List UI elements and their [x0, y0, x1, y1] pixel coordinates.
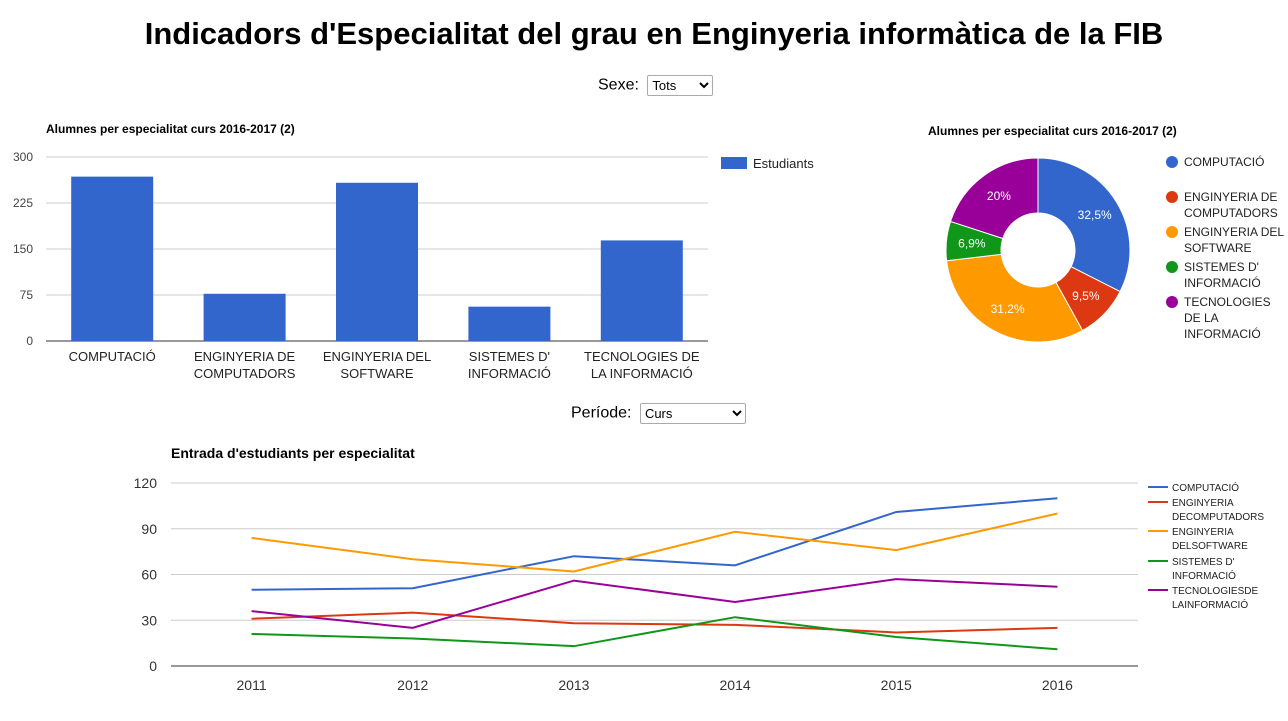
donut-slice: [946, 253, 1084, 343]
donut-chart: Alumnes per especialitat curs 2016-2017 …: [928, 124, 1284, 343]
line-chart-title: Entrada d'estudiants per especialitat: [171, 445, 415, 461]
slice-label: 32,5%: [1078, 208, 1112, 222]
slice-label: 9,5%: [1072, 289, 1100, 303]
x-tick-label: 2015: [881, 677, 912, 693]
bar: [71, 176, 154, 341]
y-tick-label: 0: [149, 658, 157, 674]
donut-slice: [1037, 157, 1131, 293]
y-tick-label: 30: [141, 612, 157, 628]
periode-label: Període:: [571, 404, 632, 422]
legend-label: DELSOFTWARE: [1172, 541, 1248, 552]
page-title: Indicadors d'Especialitat del grau en En…: [144, 16, 1164, 51]
sexe-filter: Sexe: Tots: [598, 75, 714, 96]
series-line: [251, 616, 1058, 651]
series-line: [251, 578, 1058, 629]
bar-chart: Alumnes per especialitat curs 2016-2017 …: [13, 122, 814, 381]
legend-label: COMPUTADORS: [1184, 206, 1278, 220]
legend-dot: [1166, 191, 1178, 203]
x-tick-label: ENGINYERIA DEL: [323, 349, 431, 364]
legend-label: SOFTWARE: [1184, 241, 1252, 255]
line-chart: Entrada d'estudiants per especialitat 0 30…: [134, 445, 1265, 693]
x-tick-label: 2012: [397, 677, 428, 693]
x-tick-label: SOFTWARE: [340, 366, 414, 381]
x-tick-label: COMPUTADORS: [194, 366, 296, 381]
slice-label: 31,2%: [991, 302, 1025, 316]
x-tick-label: 2013: [558, 677, 589, 693]
legend-swatch: [721, 157, 747, 169]
donut-slice: [949, 157, 1039, 240]
legend-dot: [1166, 226, 1178, 238]
legend-label: SISTEMES D': [1184, 260, 1259, 274]
legend-label: ENGINYERIA DEL: [1184, 225, 1284, 239]
sexe-label: Sexe:: [598, 76, 639, 94]
legend-label: LAINFORMACIÓ: [1172, 598, 1248, 611]
bar: [600, 240, 683, 341]
legend-label: TECNOLOGIES: [1184, 295, 1271, 309]
series-line: [251, 512, 1058, 573]
donut-chart-title: Alumnes per especialitat curs 2016-2017 …: [928, 124, 1177, 138]
slice-label: 6,9%: [958, 236, 986, 250]
legend-dot: [1166, 296, 1178, 308]
x-tick-label: INFORMACIÓ: [468, 366, 551, 381]
legend-label: ENGINYERIA: [1172, 498, 1234, 509]
legend-label: INFORMACIÓ: [1184, 275, 1261, 290]
legend-label: ENGINYERIA DE: [1184, 190, 1277, 204]
x-tick-label: SISTEMES D': [469, 349, 550, 364]
slice-label: 20%: [987, 189, 1011, 203]
y-tick-label: 225: [13, 196, 33, 210]
x-tick-label: 2011: [237, 677, 267, 693]
legend-dot: [1166, 156, 1178, 168]
legend-dot: [1166, 261, 1178, 273]
legend-label: Estudiants: [753, 156, 814, 171]
x-tick-label: COMPUTACIÓ: [69, 349, 156, 364]
legend-label: DECOMPUTADORS: [1172, 512, 1264, 523]
x-tick-label: 2016: [1042, 677, 1073, 693]
y-tick-label: 150: [13, 242, 33, 256]
legend-label: INFORMACIÓ: [1172, 569, 1236, 582]
bar: [203, 293, 286, 341]
y-tick-label: 90: [141, 521, 157, 537]
legend-label: ENGINYERIA: [1172, 527, 1234, 538]
periode-select[interactable]: Curs: [639, 403, 746, 424]
legend-label: DE LA: [1184, 311, 1219, 325]
x-tick-label: LA INFORMACIÓ: [591, 366, 693, 381]
y-tick-label: 0: [26, 334, 33, 348]
x-tick-label: 2014: [720, 677, 751, 693]
legend-label: SISTEMES D': [1172, 557, 1235, 568]
y-tick-label: 300: [13, 150, 33, 164]
legend-label: TECNOLOGIESDE: [1172, 586, 1258, 597]
legend-label: COMPUTACIÓ: [1172, 481, 1239, 494]
periode-filter: Període: Curs: [571, 403, 746, 424]
bar: [336, 182, 418, 341]
series-line: [251, 497, 1058, 591]
y-tick-label: 75: [20, 288, 34, 302]
y-tick-label: 120: [134, 475, 158, 491]
bar: [468, 306, 551, 341]
sexe-select[interactable]: Tots: [647, 75, 714, 96]
bar-chart-title: Alumnes per especialitat curs 2016-2017 …: [46, 122, 295, 136]
x-tick-label: ENGINYERIA DE: [194, 349, 295, 364]
x-tick-label: TECNOLOGIES DE: [584, 349, 700, 364]
legend-label: COMPUTACIÓ: [1184, 154, 1264, 169]
series-line: [251, 611, 1058, 634]
y-tick-label: 60: [141, 567, 157, 583]
legend-label: INFORMACIÓ: [1184, 326, 1261, 341]
